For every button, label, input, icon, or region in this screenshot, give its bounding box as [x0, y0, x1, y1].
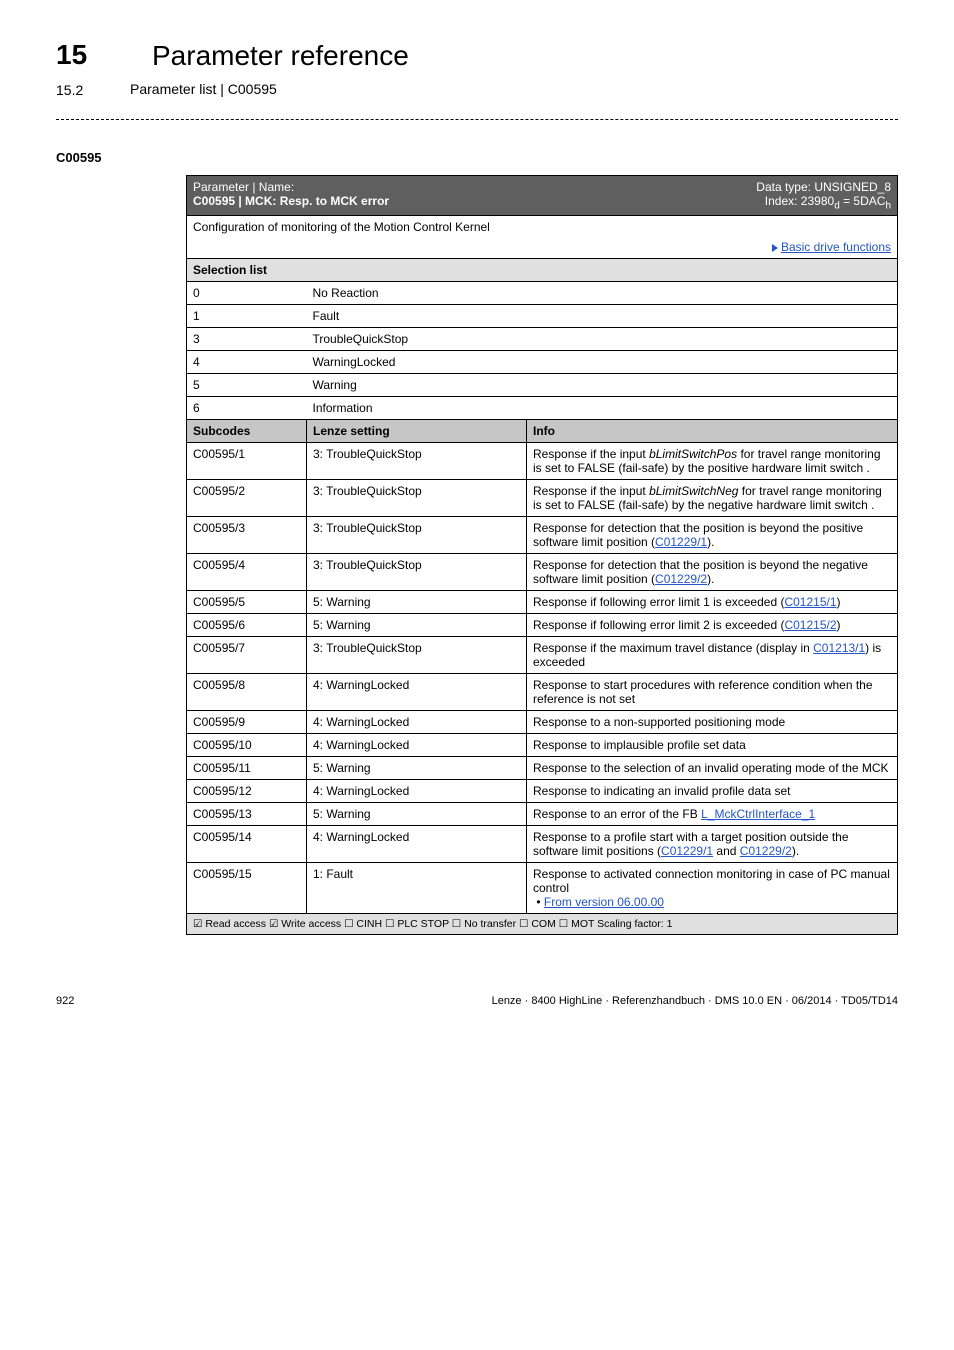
subcode: C00595/1 — [187, 442, 307, 479]
selection-num: 6 — [187, 396, 307, 419]
info-cell: Response to implausible profile set data — [527, 733, 898, 756]
info-link[interactable]: C01229/1 — [655, 535, 707, 549]
meta-index-sub2: h — [885, 200, 891, 211]
meta-right: Data type: UNSIGNED_8 Index: 23980d = 5D… — [527, 175, 898, 215]
lenze-setting: 3: TroubleQuickStop — [307, 442, 527, 479]
meta-index-eq: = 5DAC — [840, 194, 886, 208]
lenze-setting: 4: WarningLocked — [307, 825, 527, 862]
info-cell: Response to a non-supported positioning … — [527, 710, 898, 733]
info-cell: Response if following error limit 1 is e… — [527, 590, 898, 613]
lenze-setting: 5: Warning — [307, 613, 527, 636]
subcodes-header: Subcodes — [187, 419, 307, 442]
lenze-setting: 5: Warning — [307, 756, 527, 779]
info-link[interactable]: C01215/1 — [784, 595, 836, 609]
info-cell: Response to activated connection monitor… — [527, 862, 898, 913]
subcode: C00595/14 — [187, 825, 307, 862]
subcode: C00595/9 — [187, 710, 307, 733]
selection-num: 5 — [187, 373, 307, 396]
selection-num: 0 — [187, 281, 307, 304]
selection-blank — [527, 373, 898, 396]
subcode: C00595/10 — [187, 733, 307, 756]
info-cell: Response for detection that the position… — [527, 516, 898, 553]
selection-num: 1 — [187, 304, 307, 327]
chapter-title: Parameter reference — [152, 41, 898, 72]
triangle-icon — [772, 244, 778, 252]
info-link[interactable]: L_MckCtrlInterface_1 — [701, 807, 815, 821]
meta-label: Parameter | Name: — [193, 180, 294, 194]
info-cell: Response to a profile start with a targe… — [527, 825, 898, 862]
page-number: 922 — [56, 995, 74, 1007]
lenze-setting: 3: TroubleQuickStop — [307, 636, 527, 673]
lenze-setting: 5: Warning — [307, 590, 527, 613]
subcode: C00595/13 — [187, 802, 307, 825]
info-link[interactable]: C01215/2 — [784, 618, 836, 632]
meta-datatype: Data type: UNSIGNED_8 — [756, 180, 891, 194]
section-title: Parameter list | C00595 — [130, 81, 898, 97]
meta-index: Index: 23980 — [765, 194, 834, 208]
subcode: C00595/8 — [187, 673, 307, 710]
info-cell: Response if the input bLimitSwitchNeg fo… — [527, 479, 898, 516]
subcode: C00595/6 — [187, 613, 307, 636]
info-cell: Response if following error limit 2 is e… — [527, 613, 898, 636]
selection-label: Warning — [307, 373, 527, 396]
divider — [56, 119, 898, 120]
info-link[interactable]: C01229/2 — [655, 572, 707, 586]
info-cell: Response to indicating an invalid profil… — [527, 779, 898, 802]
selection-list-header: Selection list — [187, 258, 527, 281]
lenze-setting: 5: Warning — [307, 802, 527, 825]
info-cell: Response for detection that the position… — [527, 553, 898, 590]
footer-text: Lenze · 8400 HighLine · Referenzhandbuch… — [492, 995, 898, 1007]
selection-num: 3 — [187, 327, 307, 350]
meta-title: C00595 | MCK: Resp. to MCK error — [193, 194, 389, 208]
selection-num: 4 — [187, 350, 307, 373]
info-link[interactable]: C01213/1 — [813, 641, 865, 655]
subcode: C00595/2 — [187, 479, 307, 516]
lenze-setting: 4: WarningLocked — [307, 673, 527, 710]
subcode: C00595/5 — [187, 590, 307, 613]
lenze-setting: 1: Fault — [307, 862, 527, 913]
selection-blank — [527, 396, 898, 419]
selection-label: WarningLocked — [307, 350, 527, 373]
lenze-setting: 3: TroubleQuickStop — [307, 553, 527, 590]
selection-label: Fault — [307, 304, 527, 327]
lenze-setting: 4: WarningLocked — [307, 733, 527, 756]
basic-functions-link[interactable]: Basic drive functions — [781, 240, 891, 254]
subcode: C00595/11 — [187, 756, 307, 779]
subcode: C00595/7 — [187, 636, 307, 673]
subcode: C00595/4 — [187, 553, 307, 590]
info-link[interactable]: C01229/2 — [740, 844, 792, 858]
parameter-table: Parameter | Name: C00595 | MCK: Resp. to… — [186, 175, 898, 935]
subcode: C00595/3 — [187, 516, 307, 553]
info-link[interactable]: From version 06.00.00 — [544, 895, 664, 909]
selection-label: Information — [307, 396, 527, 419]
info-cell: Response to the selection of an invalid … — [527, 756, 898, 779]
info-cell: Response to an error of the FB L_MckCtrl… — [527, 802, 898, 825]
selection-label: No Reaction — [307, 281, 527, 304]
info-link[interactable]: C01229/1 — [661, 844, 713, 858]
info-cell: Response to start procedures with refere… — [527, 673, 898, 710]
selection-blank — [527, 304, 898, 327]
subcode: C00595/15 — [187, 862, 307, 913]
lenze-setting: 3: TroubleQuickStop — [307, 516, 527, 553]
info-header: Info — [527, 419, 898, 442]
footer: 922 Lenze · 8400 HighLine · Referenzhand… — [56, 995, 898, 1007]
config-text: Configuration of monitoring of the Motio… — [193, 220, 490, 234]
param-code-heading: C00595 — [56, 150, 898, 165]
lenze-setting: 4: WarningLocked — [307, 710, 527, 733]
subcode: C00595/12 — [187, 779, 307, 802]
info-cell: Response if the input bLimitSwitchPos fo… — [527, 442, 898, 479]
selection-blank — [527, 350, 898, 373]
selection-label: TroubleQuickStop — [307, 327, 527, 350]
lenze-setting: 3: TroubleQuickStop — [307, 479, 527, 516]
meta-left: Parameter | Name: C00595 | MCK: Resp. to… — [187, 175, 527, 215]
selection-list-blank — [527, 258, 898, 281]
access-flags: ☑ Read access ☑ Write access ☐ CINH ☐ PL… — [187, 913, 898, 934]
selection-blank — [527, 281, 898, 304]
lenze-setting-header: Lenze setting — [307, 419, 527, 442]
config-row: Configuration of monitoring of the Motio… — [187, 215, 898, 258]
info-cell: Response if the maximum travel distance … — [527, 636, 898, 673]
lenze-setting: 4: WarningLocked — [307, 779, 527, 802]
selection-blank — [527, 327, 898, 350]
